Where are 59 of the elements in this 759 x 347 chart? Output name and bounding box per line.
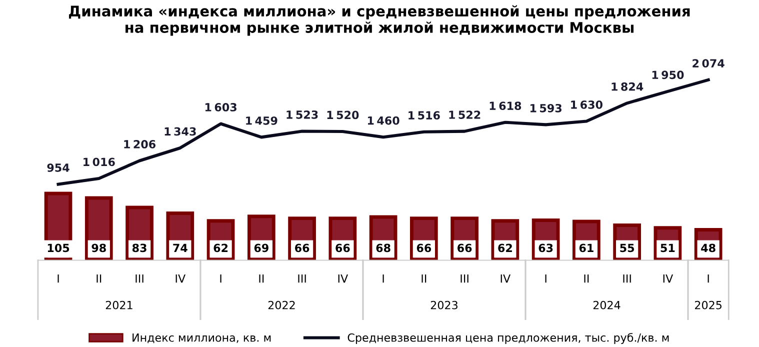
x-tick-label: IV [663,274,674,283]
data-label: 954 [47,164,70,172]
data-label: 63 [538,244,553,252]
x-tick-label: IV [500,274,511,283]
x-tick-label: I [58,274,59,283]
data-label: 1 206 [124,140,156,148]
x-tick-label: II [259,274,264,283]
data-label: 1 016 [84,158,115,166]
data-label: 1 593 [530,104,562,112]
data-label: 51 [660,244,675,252]
data-label: 69 [254,244,268,252]
data-label: 1 630 [571,100,602,109]
data-label: 1 603 [205,103,236,112]
x-tick-label: II [584,274,589,283]
text: 2021 [106,300,132,310]
x-tick-label: III [623,274,631,283]
data-label: 1 618 [490,102,522,110]
data-label: 1 824 [612,82,644,91]
data-label: 61 [579,244,594,252]
data-label: 68 [376,244,390,252]
text: 2023 [430,300,458,310]
text: 2025 [695,300,722,310]
data-label: 1 459 [246,116,278,125]
data-label: 98 [92,244,106,252]
data-label: 83 [132,244,146,252]
data-label: 66 [294,244,310,252]
x-tick-label: III [460,274,468,283]
data-label: 48 [701,244,716,252]
x-tick-label: III [298,274,306,283]
data-label: 1 460 [368,116,400,125]
data-label: 1 516 [408,111,440,120]
x-tick-label: I [545,274,546,283]
data-label: 2 074 [692,59,724,68]
data-label: 1 520 [327,110,359,120]
data-label: 62 [214,244,228,252]
x-tick-label: II [96,274,102,283]
legend-label: Индекс миллиона, кв. м [132,334,271,344]
data-label: 66 [458,244,472,252]
legend-label: Средневзвешенная цена предложения, тыс. руб./кв. м [348,332,669,344]
data-label: 66 [416,244,432,252]
text: 2024 [593,300,620,310]
data-label: 1 522 [449,110,480,119]
x-tick-label: IV [176,274,186,283]
data-label: 1 523 [286,110,318,119]
chart-title: Динамика «индекса миллиона» и средневзвешенной цены предложения на первичном рынке элитной жилой недвижимости Москвы [69,5,690,36]
x-tick-label: IV [338,274,348,283]
data-label: 1 950 [652,70,684,80]
x-tick-label: III [136,274,144,283]
data-label: 66 [336,244,350,252]
text: 2022 [268,300,295,310]
data-label: 105 [48,244,70,252]
x-tick-label: I [708,274,709,283]
data-label: 62 [498,244,512,252]
data-label: 55 [620,244,634,252]
x-tick-label: I [382,274,384,283]
x-tick-label: I [220,274,222,283]
x-tick-label: II [422,274,426,283]
data-label: 74 [173,244,188,252]
data-label: 1 343 [164,127,196,136]
